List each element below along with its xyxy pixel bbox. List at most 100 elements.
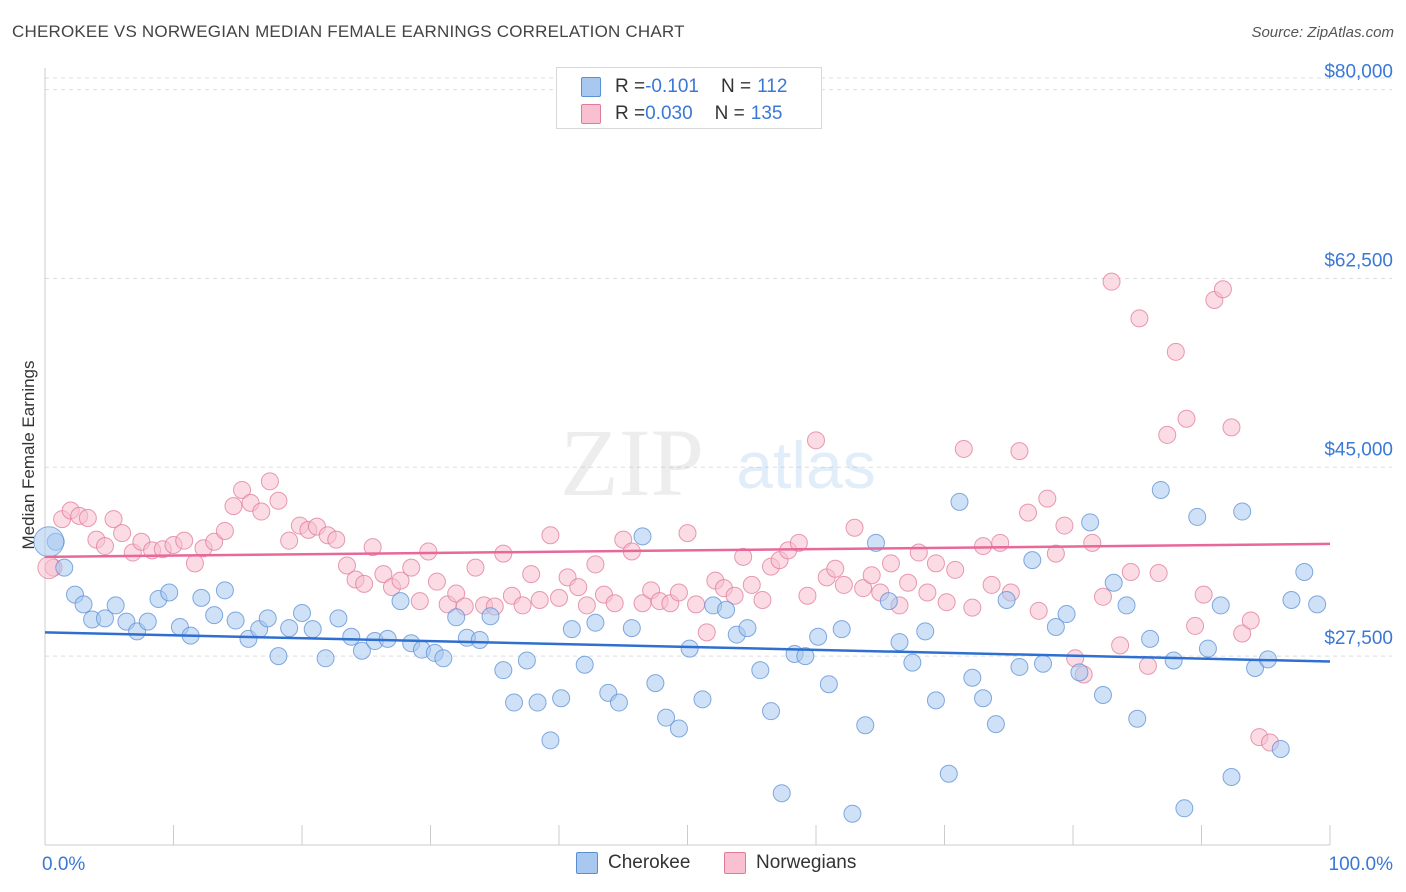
norwegian-point	[185, 554, 204, 573]
norwegian-point	[113, 524, 132, 543]
cherokee-point	[1295, 562, 1314, 581]
norwegian-point	[798, 586, 817, 605]
norwegian-point	[845, 518, 864, 537]
r-value: 0.030	[645, 103, 693, 124]
cherokee-point	[657, 708, 676, 727]
cherokee-point	[622, 619, 641, 638]
norwegian-point	[1046, 544, 1065, 563]
legend-label-norwegians: Norwegians	[756, 852, 857, 873]
cherokee-point	[738, 619, 757, 638]
stats-legend: R = -0.101 N = 112 R = 0.030 N = 135	[556, 67, 822, 129]
cherokee-point	[1164, 651, 1183, 670]
norwegian-point	[1029, 601, 1048, 620]
cherokee-point	[434, 649, 453, 668]
source-label: Source: ZipAtlas.com	[1251, 24, 1394, 41]
cherokee-point	[1175, 799, 1194, 818]
cherokee-point	[160, 583, 179, 602]
cherokee-point	[751, 661, 770, 680]
n-value: 135	[750, 103, 783, 124]
norwegian-swatch	[581, 104, 601, 124]
cherokee-point	[939, 764, 958, 783]
norwegian-point	[104, 510, 123, 529]
cherokee-point	[819, 675, 838, 694]
cherokee-point	[926, 691, 945, 710]
cherokee-point	[517, 651, 536, 670]
norwegian-point	[1241, 611, 1260, 630]
cherokee-point	[494, 661, 513, 680]
x-tick-label: 100.0%	[1329, 854, 1394, 875]
cherokee-point	[997, 591, 1016, 610]
norwegian-point	[1093, 587, 1112, 606]
norwegian-point	[1213, 280, 1232, 299]
cherokee-point	[646, 674, 665, 693]
norwegian-point	[1038, 489, 1057, 508]
norwegian-point	[899, 573, 918, 592]
cherokee-point	[316, 649, 335, 668]
cherokee-point	[215, 581, 234, 600]
cherokee-point	[481, 607, 500, 626]
cherokee-point	[562, 620, 581, 639]
cherokee-point	[470, 630, 489, 649]
cherokee-point	[280, 619, 299, 638]
norwegian-point	[725, 586, 744, 605]
cherokee-trend-line	[44, 631, 1331, 663]
norwegian-point	[991, 533, 1010, 552]
norwegian-point	[881, 554, 900, 573]
cherokee-point	[391, 592, 410, 611]
norwegian-point	[742, 575, 761, 594]
cherokee-point	[303, 620, 322, 639]
cherokee-point	[95, 609, 114, 628]
cherokee-point	[269, 647, 288, 666]
norwegian-point	[327, 530, 346, 549]
norwegian-point	[918, 583, 937, 602]
legend-item-norwegians[interactable]: Norwegians	[724, 852, 856, 874]
watermark: ZIP atlas	[560, 409, 876, 516]
cherokee-point	[903, 653, 922, 672]
cherokee-point	[258, 609, 277, 628]
cherokee-point	[1117, 596, 1136, 615]
cherokee-point	[1222, 768, 1241, 787]
norwegian-point	[391, 571, 410, 590]
cherokee-point	[505, 693, 524, 712]
norwegian-point	[260, 472, 279, 491]
norwegian-point	[233, 480, 252, 499]
cherokee-point	[680, 639, 699, 658]
norwegian-point	[1055, 516, 1074, 535]
norwegian-point	[1158, 425, 1177, 444]
norwegian-point	[337, 556, 356, 575]
norwegian-point	[1111, 636, 1130, 655]
norwegian-point	[447, 584, 466, 603]
norwegian-point	[982, 575, 1001, 594]
y-tick-label: $45,000	[1324, 439, 1393, 460]
cherokee-point	[693, 690, 712, 709]
cherokee-point	[192, 588, 211, 607]
cherokee-point	[1070, 663, 1089, 682]
cherokee-point	[986, 715, 1005, 734]
norwegian-point	[1130, 309, 1149, 328]
norwegian-point	[280, 531, 299, 550]
cherokee-point	[669, 719, 688, 738]
norwegian-point	[419, 542, 438, 561]
norwegian-point	[569, 578, 588, 597]
r-value: -0.101	[645, 76, 699, 97]
cherokee-point	[916, 622, 935, 641]
cherokee-point	[1188, 507, 1207, 526]
cherokee-point	[1034, 654, 1053, 673]
norwegian-point	[1166, 342, 1185, 361]
cherokee-point	[342, 627, 361, 646]
legend-item-cherokee[interactable]: Cherokee	[576, 852, 690, 874]
norwegian-point	[1102, 272, 1121, 291]
norwegian-point	[78, 509, 97, 528]
cherokee-point	[138, 612, 157, 631]
cherokee-point	[575, 655, 594, 674]
norwegian-point	[1019, 503, 1038, 522]
norwegian-point	[252, 502, 271, 521]
norwegian-point	[550, 588, 568, 607]
r-label: R =	[615, 76, 646, 97]
cherokee-point	[1308, 595, 1327, 614]
norwegian-point	[224, 497, 243, 516]
cherokee-point	[1233, 502, 1252, 521]
cherokee-point	[552, 689, 571, 708]
norwegian-point	[834, 575, 853, 594]
